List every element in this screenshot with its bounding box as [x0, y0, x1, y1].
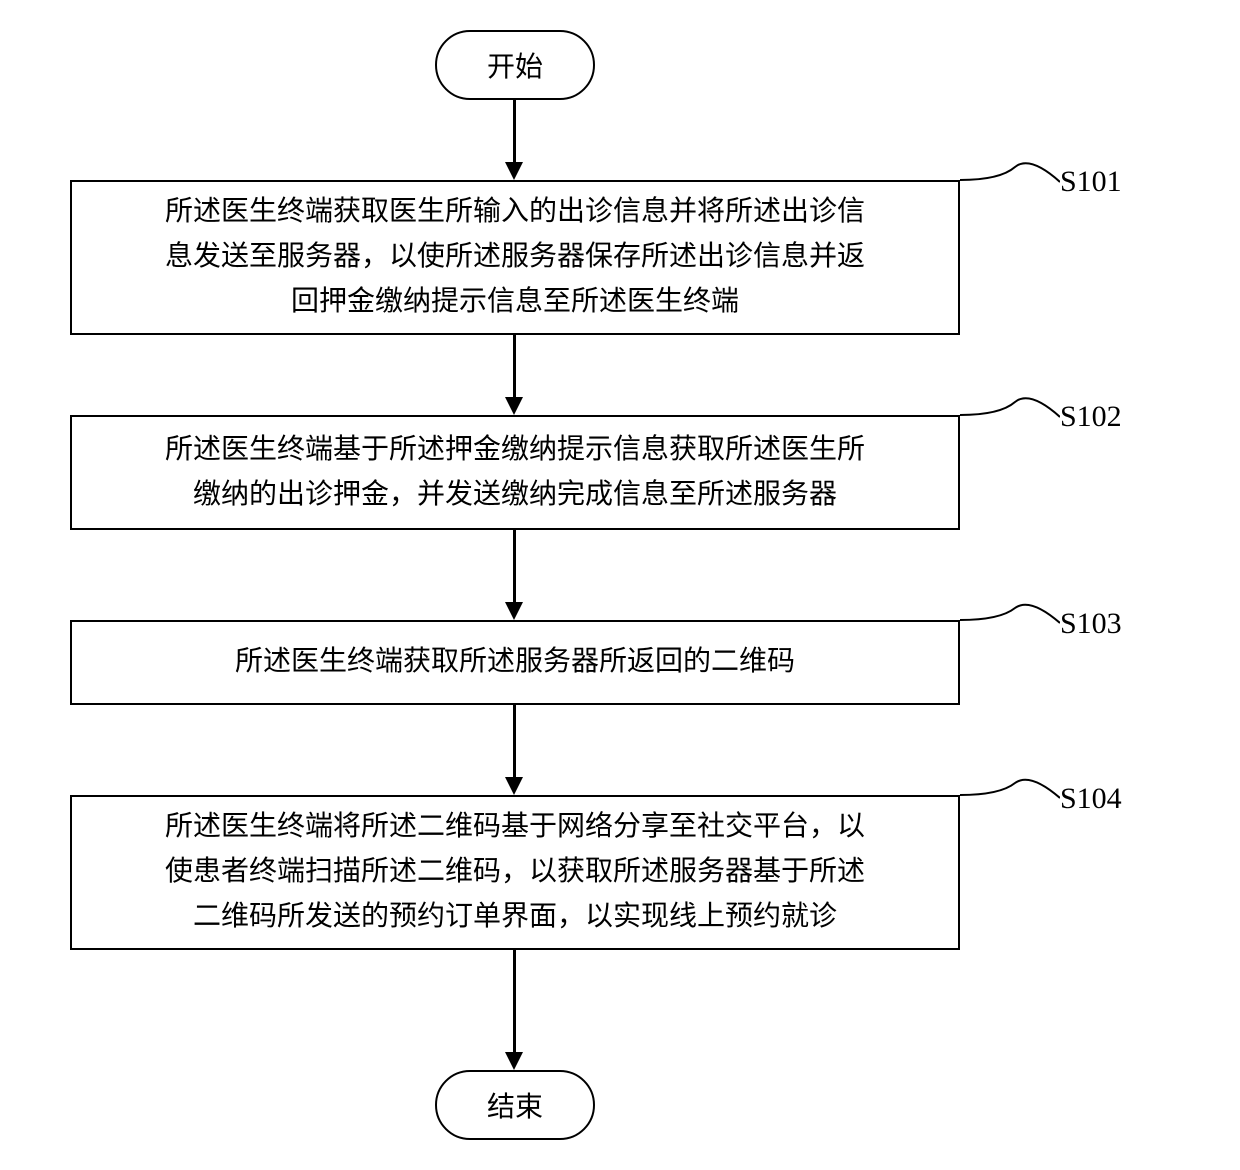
arrow-head	[505, 397, 523, 415]
connector-s102	[960, 390, 1060, 450]
step-label-s101: S101	[1060, 165, 1122, 199]
start-terminal: 开始	[435, 30, 595, 100]
connector-s103	[960, 597, 1060, 657]
step-label-s104: S104	[1060, 782, 1122, 816]
process-text: 所述医生终端获取所述服务器所返回的二维码	[235, 640, 795, 685]
arrow-line	[513, 335, 516, 397]
arrow-head	[505, 777, 523, 795]
process-s102: 所述医生终端基于所述押金缴纳提示信息获取所述医生所 缴纳的出诊押金，并发送缴纳完…	[70, 415, 960, 530]
connector-s104	[960, 772, 1060, 832]
connector-s101	[960, 155, 1060, 215]
arrow-head	[505, 602, 523, 620]
process-s101: 所述医生终端获取医生所输入的出诊信息并将所述出诊信 息发送至服务器，以使所述服务…	[70, 180, 960, 335]
arrow-line	[513, 530, 516, 602]
process-text: 所述医生终端将所述二维码基于网络分享至社交平台，以 使患者终端扫描所述二维码，以…	[165, 805, 865, 939]
start-label: 开始	[487, 45, 543, 85]
step-label-s103: S103	[1060, 607, 1122, 641]
arrow-line	[513, 705, 516, 777]
process-s103: 所述医生终端获取所述服务器所返回的二维码	[70, 620, 960, 705]
end-terminal: 结束	[435, 1070, 595, 1140]
arrow-head	[505, 162, 523, 180]
arrow-line	[513, 100, 516, 162]
process-s104: 所述医生终端将所述二维码基于网络分享至社交平台，以 使患者终端扫描所述二维码，以…	[70, 795, 960, 950]
process-text: 所述医生终端基于所述押金缴纳提示信息获取所述医生所 缴纳的出诊押金，并发送缴纳完…	[165, 428, 865, 518]
end-label: 结束	[487, 1085, 543, 1125]
process-text: 所述医生终端获取医生所输入的出诊信息并将所述出诊信 息发送至服务器，以使所述服务…	[165, 190, 865, 324]
arrow-line	[513, 950, 516, 1052]
arrow-head	[505, 1052, 523, 1070]
step-label-s102: S102	[1060, 400, 1122, 434]
